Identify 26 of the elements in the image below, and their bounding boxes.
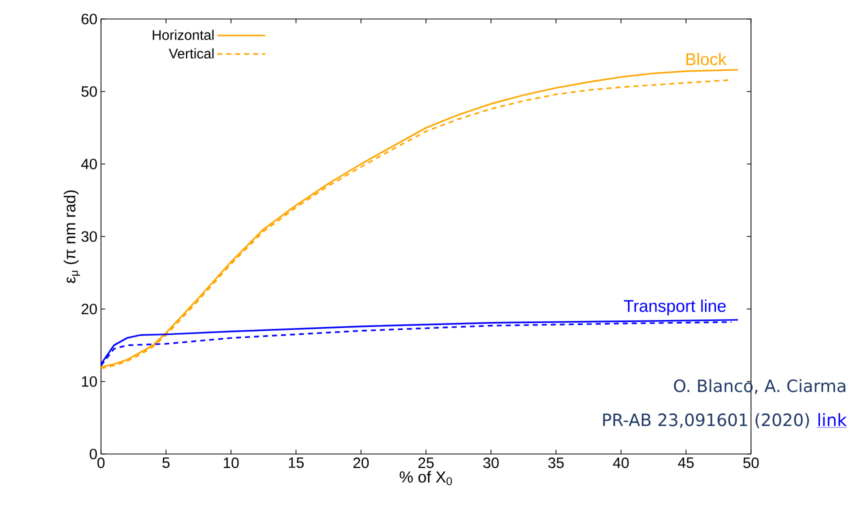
annotation: Transport line xyxy=(624,300,726,316)
annotation: Block xyxy=(686,52,727,66)
x-tick-label: 50 xyxy=(743,458,759,468)
annotation: PR-AB 23,091601 (2020) xyxy=(603,413,809,428)
x-tick-label: 30 xyxy=(483,458,499,468)
x-tick-label: 5 xyxy=(162,458,170,468)
legend-label: Horizontal xyxy=(152,30,214,40)
y-tick-label: 10 xyxy=(82,376,97,387)
x-tick-label: 45 xyxy=(678,458,694,468)
x-tick-label: 20 xyxy=(353,458,369,468)
x-tick-label: 0 xyxy=(97,458,105,468)
y-tick-label: 0 xyxy=(90,448,97,460)
x-tick-label: 25 xyxy=(418,458,434,468)
legend-label: Vertical xyxy=(168,48,214,59)
y-tick-label: 40 xyxy=(81,158,97,170)
x-axis-title: % of X$_{0}$ xyxy=(400,470,452,486)
text: link xyxy=(818,413,847,426)
y-tick-label: 20 xyxy=(82,304,97,314)
y-tick-label: 50 xyxy=(81,86,97,97)
x-tick-label: 35 xyxy=(548,458,564,468)
y-tick-label: 30 xyxy=(81,231,97,242)
x-tick-label: 10 xyxy=(224,458,239,468)
x-tick-label: 40 xyxy=(613,458,629,468)
y-tick-label: 60 xyxy=(82,14,97,24)
x-tick-label: 15 xyxy=(288,458,304,468)
y-axis-title: ε$_{μ}$ (π nm rad) xyxy=(64,190,80,284)
